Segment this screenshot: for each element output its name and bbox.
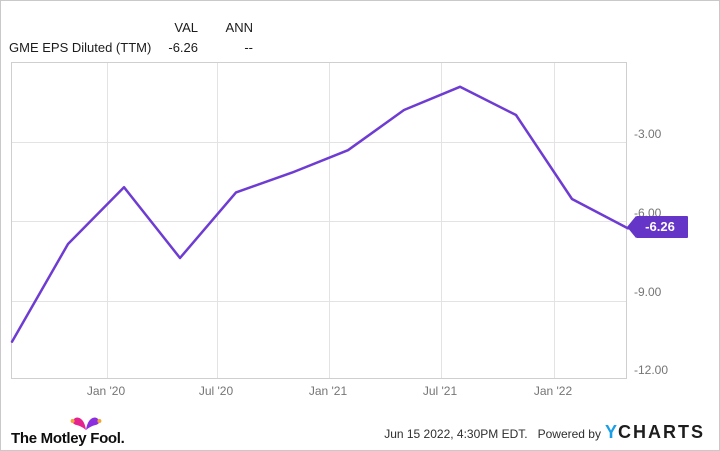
- tag-arrow-icon: [627, 216, 636, 239]
- gridline: [441, 63, 442, 378]
- last-value-tag: -6.26: [627, 216, 688, 239]
- gridline: [329, 63, 330, 378]
- footer-attribution: Jun 15 2022, 4:30PM EDT. Powered by YCHA…: [384, 422, 705, 443]
- gridline: [217, 63, 218, 378]
- ycharts-logo-text: CHARTS: [618, 422, 705, 442]
- line-chart-svg: [10, 85, 630, 343]
- x-axis-tick-label: Jan '20: [86, 384, 126, 398]
- series-annotation-value: --: [244, 40, 253, 55]
- timestamp: Jun 15 2022, 4:30PM EDT.: [384, 427, 528, 441]
- motley-fool-wordmark: The Motley Fool.: [11, 430, 125, 447]
- last-value-label: -6.26: [636, 216, 688, 239]
- x-axis-tick-label: Jul '21: [422, 384, 458, 398]
- y-axis-tick-label: -9.00: [634, 285, 662, 299]
- gridline: [107, 63, 108, 378]
- gridline: [12, 142, 626, 143]
- jester-hat-icon: [70, 417, 102, 430]
- y-axis-tick-label: -12.00: [634, 363, 669, 377]
- series-label: GME EPS Diluted (TTM): [9, 40, 152, 55]
- ycharts-logo[interactable]: YCHARTS: [605, 422, 705, 443]
- series-current-value: -6.26: [168, 40, 198, 55]
- plot-area[interactable]: [10, 62, 630, 379]
- val-column-header: VAL: [174, 20, 198, 35]
- gridline: [12, 221, 626, 222]
- gridline: [12, 301, 626, 302]
- ycharts-logo-y: Y: [604, 422, 618, 442]
- x-axis-tick-label: Jul '20: [198, 384, 234, 398]
- x-axis-tick-label: Jan '22: [533, 384, 573, 398]
- motley-fool-logo[interactable]: The Motley Fool.: [11, 414, 131, 448]
- y-axis-tick-label: -3.00: [634, 127, 662, 141]
- x-axis-tick-label: Jan '21: [308, 384, 348, 398]
- gridline: [554, 63, 555, 378]
- ann-column-header: ANN: [225, 20, 253, 35]
- powered-by-label: Powered by: [537, 427, 601, 441]
- eps-line: [10, 85, 630, 343]
